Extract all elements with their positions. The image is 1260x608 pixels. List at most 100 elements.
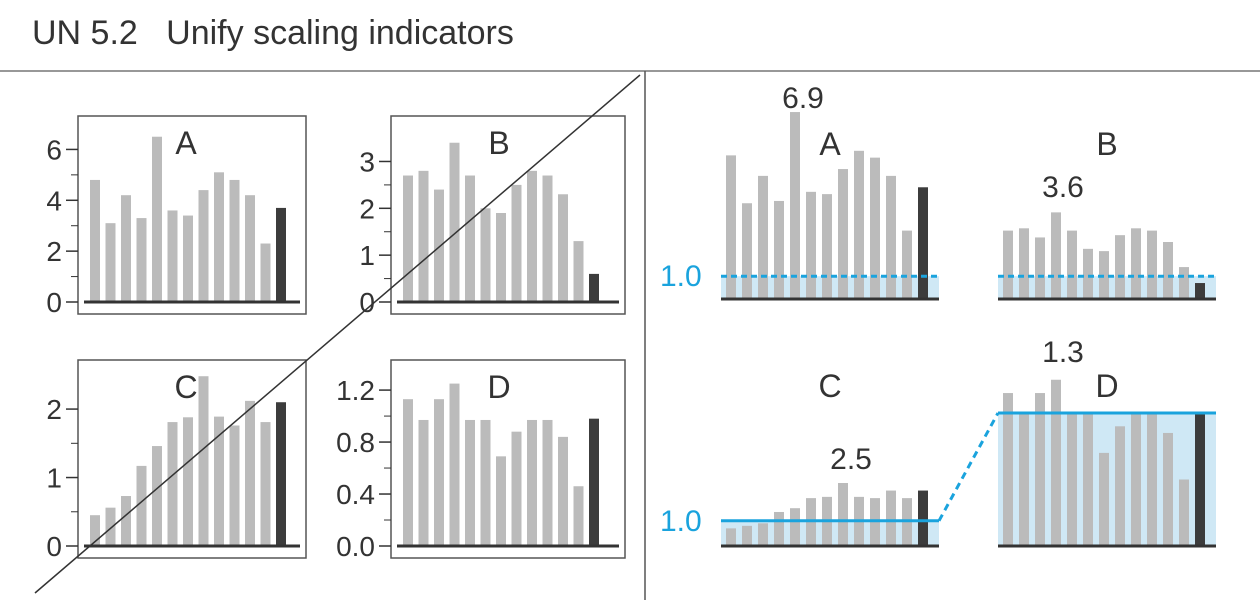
bar: [480, 419, 491, 546]
bar: [854, 150, 864, 299]
bar: [870, 157, 880, 299]
panel-label: A: [175, 125, 197, 161]
bar: [229, 179, 240, 302]
bar: [918, 490, 928, 546]
bar: [434, 399, 444, 546]
bar: [1035, 237, 1045, 299]
bar: [838, 169, 848, 299]
bar: [480, 208, 491, 302]
bar: [790, 112, 800, 299]
bar: [1051, 212, 1061, 299]
bar: [496, 456, 506, 546]
reference-label: 1.0: [660, 505, 702, 538]
bar: [527, 170, 537, 302]
tick-label: 4: [46, 185, 62, 216]
bar: [1099, 452, 1109, 546]
bar: [167, 422, 178, 546]
bar: [1083, 413, 1093, 546]
bar: [496, 213, 506, 302]
bar: [245, 400, 255, 546]
bar: [1035, 393, 1045, 546]
panel-label: C: [174, 369, 197, 405]
tick-label: 0.4: [336, 479, 375, 510]
panel-label: D: [487, 369, 510, 405]
bar: [152, 136, 162, 302]
tick-label: 1: [359, 240, 375, 271]
bar: [589, 273, 599, 302]
bar: [886, 175, 896, 299]
bar: [465, 175, 475, 302]
bar: [1195, 413, 1205, 546]
bar: [1003, 230, 1013, 299]
bar: [774, 511, 784, 546]
bar: [1067, 230, 1077, 299]
bar: [806, 191, 816, 299]
bar: [121, 195, 131, 302]
tick-label: 0: [359, 287, 375, 318]
tick-label: 0: [46, 287, 62, 318]
bar: [838, 483, 848, 546]
tick-label: 2: [46, 394, 62, 425]
panel-frame: [390, 359, 626, 559]
bar: [418, 170, 429, 302]
bar: [1067, 413, 1077, 546]
bar: [902, 230, 912, 299]
bar: [542, 175, 553, 302]
bar: [121, 496, 131, 546]
bar: [214, 416, 224, 546]
bar: [276, 207, 286, 302]
panel-label: D: [1095, 368, 1118, 404]
max-value-label: 2.5: [830, 443, 872, 476]
bar: [1019, 228, 1029, 299]
panel-frame: [390, 115, 626, 315]
max-value-label: 6.9: [782, 82, 824, 115]
bar: [726, 155, 736, 299]
bar: [105, 223, 116, 302]
left-panel-d: 0.0 0.4 0.8 1.2 D: [336, 359, 626, 562]
bar: [1195, 283, 1205, 299]
tick-label: 6: [46, 134, 62, 165]
bar: [214, 172, 224, 302]
bar: [1179, 479, 1189, 546]
bar: [136, 465, 147, 546]
bar: [1147, 413, 1157, 546]
bar: [434, 189, 444, 302]
bar: [136, 218, 147, 302]
bar: [542, 419, 553, 546]
bar: [758, 175, 768, 299]
bar: [742, 203, 752, 299]
reference-label: 1.0: [660, 260, 702, 293]
tick-label: 1.2: [336, 375, 375, 406]
panel-label: C: [818, 368, 841, 404]
bar: [918, 187, 928, 299]
bar: [774, 200, 784, 299]
bar: [260, 243, 271, 302]
max-value-label: 3.6: [1042, 171, 1084, 204]
bar: [245, 195, 255, 302]
bar: [1115, 426, 1125, 546]
panel-frame: [77, 115, 307, 315]
panel-label: B: [488, 125, 509, 161]
tick-label: 2: [46, 236, 62, 267]
bar: [742, 525, 752, 546]
bar: [403, 399, 413, 546]
bar: [449, 142, 460, 302]
bar: [260, 422, 271, 546]
left-panel-b: 0 1 2 3 B: [359, 115, 626, 318]
tick-label: 2: [359, 193, 375, 224]
panel-label: B: [1096, 126, 1117, 162]
right-panel-a: 1.0 A 6.9: [660, 82, 939, 301]
bar: [1131, 228, 1141, 299]
bar: [90, 179, 100, 302]
left-panel-a: 0 2 4 6 A: [46, 115, 307, 318]
bar: [167, 210, 178, 302]
tick-label: 1: [46, 463, 62, 494]
bar: [1083, 248, 1093, 299]
bar: [511, 184, 522, 302]
bar: [276, 402, 286, 546]
bar: [105, 507, 116, 546]
bar: [1003, 393, 1013, 546]
tick-label: 3: [359, 146, 375, 177]
bar: [1147, 230, 1157, 299]
